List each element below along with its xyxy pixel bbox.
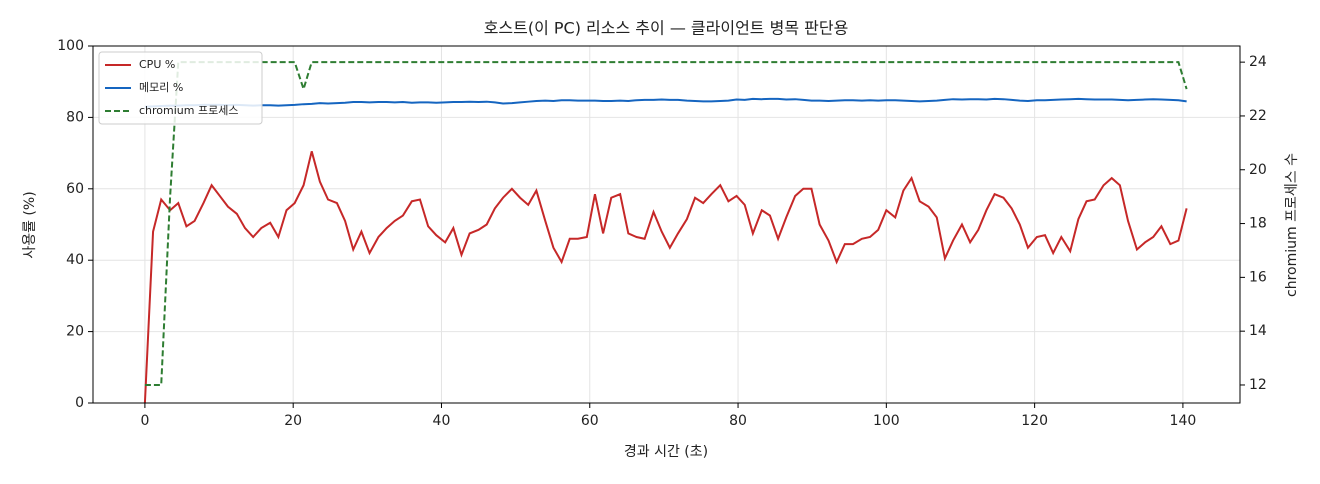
x-axis-label: 경과 시간 (초) (624, 444, 708, 460)
x-tick-label: 100 (873, 413, 900, 429)
x-tick-label: 120 (1021, 413, 1048, 429)
y-tick-label: 40 (66, 252, 84, 268)
y2-axis-label: chromium 프로세스 수 (1284, 153, 1300, 297)
legend: CPU % 메모리 % chromium 프로세스 (98, 51, 263, 125)
y-tick-label: 80 (66, 109, 84, 125)
x-tick-label: 60 (581, 413, 599, 429)
x-tick-label: 20 (284, 413, 302, 429)
y2-tick-label: 18 (1249, 216, 1267, 232)
series-line (144, 97, 1187, 108)
y-axis-label: 사용률 (%) (22, 191, 38, 258)
y-tick-label: 20 (66, 324, 84, 340)
x-tick-label: 80 (729, 413, 747, 429)
legend-label: CPU % (139, 58, 175, 71)
y2-tick-label: 12 (1249, 377, 1267, 393)
x-tick-label: 40 (433, 413, 451, 429)
y-tick-label: 100 (57, 38, 84, 54)
legend-box (98, 51, 263, 125)
chart-title: 호스트(이 PC) 리소스 추이 — 클라이언트 병목 판단용 (484, 19, 849, 38)
legend-label: 메모리 % (139, 81, 183, 94)
series-line (144, 61, 1188, 386)
x-tick-label: 140 (1170, 413, 1197, 429)
y2-tick-label: 16 (1249, 269, 1267, 285)
y-tick-label: 0 (75, 395, 84, 411)
y2-tick-label: 22 (1249, 108, 1267, 124)
legend-label: chromium 프로세스 (139, 104, 238, 117)
x-tick-label: 0 (140, 413, 149, 429)
y2-tick-label: 20 (1249, 162, 1267, 178)
series-line (143, 151, 1188, 404)
y2-tick-label: 24 (1249, 54, 1267, 70)
y2-tick-label: 14 (1249, 323, 1267, 339)
y-tick-label: 60 (66, 181, 84, 197)
plot-frame (92, 45, 1241, 404)
